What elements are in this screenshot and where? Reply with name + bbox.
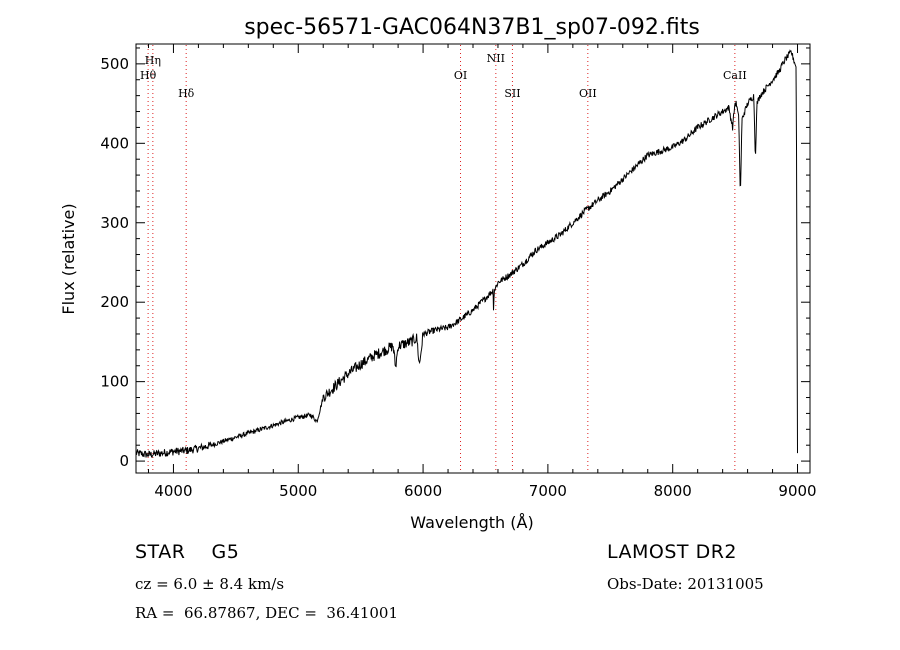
spectral-line-label: NII xyxy=(487,52,505,65)
spectral-line-label: Hη xyxy=(145,54,161,67)
y-tick-label: 400 xyxy=(100,134,129,152)
survey-name: LAMOST DR2 xyxy=(607,541,737,563)
redshift-cz: cz = 6.0 ± 8.4 km/s xyxy=(135,575,285,593)
y-tick-label: 300 xyxy=(100,214,129,232)
y-axis-label: Flux (relative) xyxy=(59,203,78,314)
spectral-line-label: Hδ xyxy=(178,87,195,100)
y-tick-label: 200 xyxy=(100,293,129,311)
spectrum-line xyxy=(135,49,798,458)
x-tick-label: 5000 xyxy=(279,482,317,500)
chart-title: spec-56571-GAC064N37B1_sp07-092.fits xyxy=(244,15,700,40)
y-tick-label: 0 xyxy=(119,452,129,470)
x-tick-label: 9000 xyxy=(778,482,816,500)
x-tick-label: 8000 xyxy=(654,482,692,500)
x-tick-label: 6000 xyxy=(404,482,442,500)
observation-date: Obs-Date: 20131005 xyxy=(607,575,764,593)
spectral-line-label: CaII xyxy=(723,69,747,82)
spectral-line-label: Hθ xyxy=(140,69,157,82)
y-tick-label: 100 xyxy=(100,373,129,391)
axes: 4000 5000 6000 7000 8000 9000 0 100 200 300 400 500 xyxy=(100,44,817,500)
x-tick-label: 4000 xyxy=(154,482,192,500)
x-tick-label: 7000 xyxy=(529,482,567,500)
spectral-line-label: SII xyxy=(504,87,520,100)
object-class: STAR G5 xyxy=(135,541,240,563)
coordinates: RA = 66.87867, DEC = 36.41001 xyxy=(135,604,399,622)
x-axis-label: Wavelength (Å) xyxy=(410,513,533,532)
spectral-line-label: OI xyxy=(454,69,467,82)
plot-frame xyxy=(135,43,811,474)
spectral-line-label: OII xyxy=(579,87,597,100)
spectral-line-markers: Hη Hθ Hδ OI NII SII OII CaII xyxy=(140,45,747,472)
y-tick-label: 500 xyxy=(100,55,129,73)
